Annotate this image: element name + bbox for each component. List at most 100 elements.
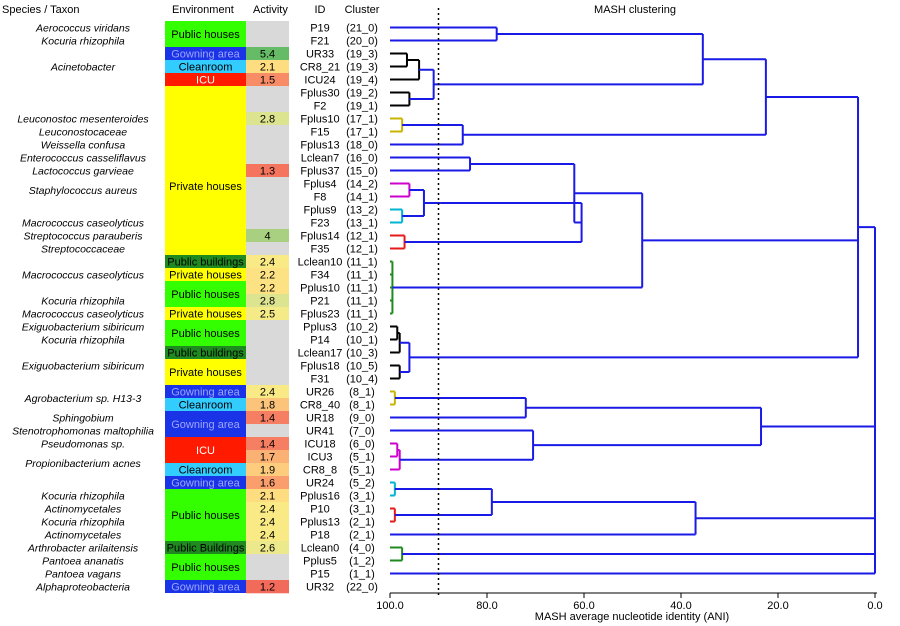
activity-cell xyxy=(246,359,289,373)
species-label: Pantoea ananatis xyxy=(42,556,124,568)
activity-cell xyxy=(246,112,289,126)
x-tick-label: 100.0 xyxy=(376,600,404,612)
leaf-id: F31 xyxy=(311,374,330,386)
activity-cell xyxy=(246,567,289,581)
leaf-cluster: (10_5) xyxy=(346,361,378,373)
activity-cell xyxy=(246,515,289,529)
x-axis-label: MASH average nucleotide identity (ANI) xyxy=(535,611,729,623)
leaf-id: F8 xyxy=(314,192,327,204)
activity-value: 1.2 xyxy=(260,582,275,594)
leaf-id: ICU24 xyxy=(304,75,335,87)
leaf-cluster: (16_0) xyxy=(346,153,378,165)
environment-block xyxy=(165,86,246,255)
environment-label: Gowning area xyxy=(171,419,240,431)
activity-value: 2.1 xyxy=(260,491,275,503)
species-label: Kocuria rhizophila xyxy=(41,36,125,48)
leaf-cluster: (11_1) xyxy=(347,309,378,321)
leaf-id: F34 xyxy=(311,270,330,282)
activity-cell xyxy=(246,476,289,490)
leaf-id: Lclean10 xyxy=(298,257,343,269)
leaf-cluster: (20_0) xyxy=(346,36,378,48)
environment-block xyxy=(165,554,246,580)
environment-block xyxy=(165,463,246,476)
species-label: Agrobacterium sp. H13-3 xyxy=(24,393,142,405)
species-label: Macrococcus caseolyticus xyxy=(22,270,145,282)
activity-cell xyxy=(246,541,289,555)
leaf-id: Pplus10 xyxy=(300,283,340,295)
leaf-cluster: (14_2) xyxy=(346,179,378,191)
species-label: Streptococcaceae xyxy=(41,244,125,256)
activity-cell xyxy=(246,99,289,113)
environment-block xyxy=(165,60,246,73)
activity-cell xyxy=(246,372,289,386)
species-label: Leuconostoc mesenteroides xyxy=(17,114,149,126)
activity-cell xyxy=(246,60,289,74)
leaf-id: Pplus5 xyxy=(303,556,337,568)
environment-label: Public buildings xyxy=(167,257,244,269)
dendrogram xyxy=(390,8,876,595)
leaf-cluster: (11_1) xyxy=(347,270,378,282)
x-tick-label: 40.0 xyxy=(670,600,691,612)
species-label: Propionibacterium acnes xyxy=(25,458,141,470)
species-label: Lactococcus garvieae xyxy=(32,166,134,178)
environment-label: Public houses xyxy=(171,29,240,41)
activity-value: 1.4 xyxy=(260,439,275,451)
environment-label: Public houses xyxy=(171,562,240,574)
leaf-cluster: (8_1) xyxy=(349,387,375,399)
leaf-id: P19 xyxy=(310,23,330,35)
activity-cell xyxy=(246,294,289,308)
species-label: Kocuria rhizophila xyxy=(41,517,125,529)
leaf-id: F21 xyxy=(311,36,330,48)
environment-block xyxy=(165,255,246,268)
activity-value: 2.4 xyxy=(260,530,275,542)
activity-value: 1.4 xyxy=(260,413,275,425)
header-species: Species / Taxon xyxy=(2,4,79,16)
activity-value: 4 xyxy=(264,231,270,243)
leaf-id: Pplus3 xyxy=(303,322,337,334)
species-label: Kocuria rhizophila xyxy=(41,296,125,308)
leaf-id: UR18 xyxy=(306,413,334,425)
x-tick-label: 60.0 xyxy=(573,600,594,612)
leaf-cluster: (19_2) xyxy=(346,88,378,100)
activity-cell xyxy=(246,463,289,477)
leaf-id: UR33 xyxy=(306,49,334,61)
leaf-cluster: (14_1) xyxy=(346,192,378,204)
leaf-cluster: (3_1) xyxy=(349,491,375,503)
environment-block xyxy=(165,281,246,307)
activity-value: 2.4 xyxy=(260,387,275,399)
leaf-cluster: (19_3) xyxy=(346,62,378,74)
environment-label: Public houses xyxy=(171,289,240,301)
environment-block xyxy=(165,580,246,593)
leaf-cluster: (2_1) xyxy=(349,530,375,542)
leaf-id: Lclean17 xyxy=(298,348,343,360)
environment-block xyxy=(165,307,246,320)
environment-label: Gowning area xyxy=(171,582,240,594)
environment-label: ICU xyxy=(196,75,215,87)
activity-column: 5.42.11.52.81.342.42.22.22.82.52.41.81.4… xyxy=(246,21,289,594)
environment-block xyxy=(165,359,246,385)
activity-value: 1.7 xyxy=(260,452,275,464)
activity-cell xyxy=(246,73,289,87)
leaf-cluster: (1_2) xyxy=(349,556,375,568)
activity-cell xyxy=(246,281,289,295)
activity-value: 2.4 xyxy=(260,257,275,269)
activity-value: 2.4 xyxy=(260,517,275,529)
environment-label: ICU xyxy=(196,445,215,457)
leaf-id: P21 xyxy=(310,296,330,308)
environment-block xyxy=(165,320,246,346)
leaf-cluster: (19_3) xyxy=(346,49,378,61)
environment-label: Public buildings xyxy=(167,348,244,360)
leaf-cluster: (13_1) xyxy=(346,218,378,230)
leaf-id: CR8_40 xyxy=(300,400,340,412)
leaf-cluster: (1_1) xyxy=(349,569,375,581)
activity-value: 1.8 xyxy=(260,400,275,412)
activity-cell xyxy=(246,177,289,191)
species-label: Exiguobacterium sibiricum xyxy=(22,322,145,334)
leaf-id: Lclean7 xyxy=(301,153,340,165)
environment-label: Cleanroom xyxy=(179,62,233,74)
activity-cell xyxy=(246,190,289,204)
activity-cell xyxy=(246,21,289,35)
leaf-cluster: (22_0) xyxy=(346,582,378,594)
